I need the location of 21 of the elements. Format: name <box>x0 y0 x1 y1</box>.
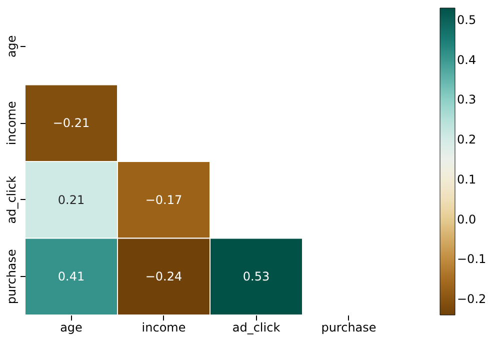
color-bar-label: 0.1 <box>457 172 476 186</box>
y-tick-label: age <box>4 35 18 58</box>
y-tick-label: income <box>4 101 18 146</box>
data-label: −0.21 <box>52 116 90 130</box>
data-label: 0.41 <box>58 270 85 284</box>
color-bar-label: −0.1 <box>457 252 486 266</box>
x-tick-label: purchase <box>321 320 376 334</box>
x-tick-label: ad_click <box>232 320 280 334</box>
color-bar-label: 0.2 <box>457 132 476 147</box>
color-bar-label: −0.2 <box>457 292 486 306</box>
color-bar-label: 0.4 <box>457 52 476 67</box>
data-label: −0.17 <box>145 192 182 207</box>
color-bar-label: 0.3 <box>457 92 476 107</box>
data-label: 0.21 <box>58 192 85 207</box>
x-tick-label: age <box>60 320 82 334</box>
y-tick-label: ad_click <box>4 176 18 224</box>
data-label: 0.53 <box>242 270 270 284</box>
color-bar-label: 0.5 <box>457 12 476 27</box>
color-bar-label: 0.0 <box>457 212 476 226</box>
data-label: −0.24 <box>145 270 182 284</box>
x-tick-label: income <box>142 320 186 334</box>
